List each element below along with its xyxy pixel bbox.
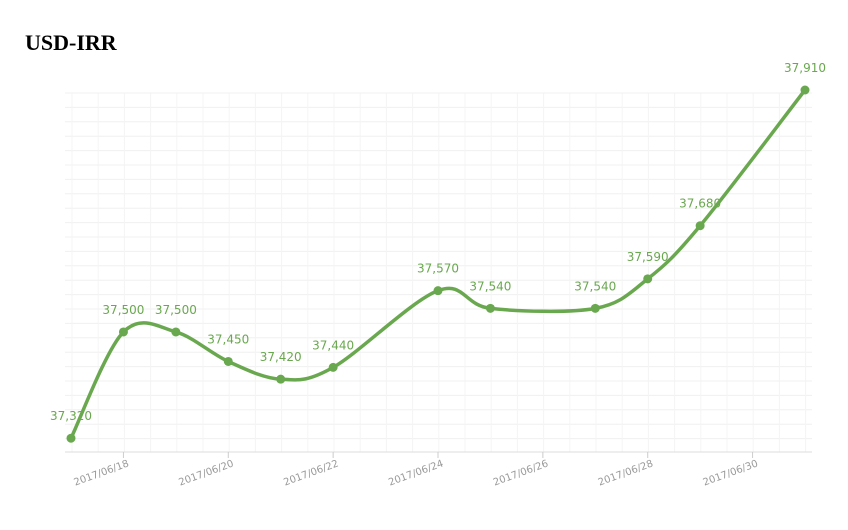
grid bbox=[65, 92, 812, 452]
point bbox=[485, 303, 495, 313]
value-label: 37,450 bbox=[207, 332, 249, 346]
x-tick-label: 2017/06/28 bbox=[597, 458, 655, 488]
point bbox=[66, 433, 76, 443]
point bbox=[643, 274, 653, 284]
value-label: 37,540 bbox=[469, 279, 511, 293]
point bbox=[590, 303, 600, 313]
point bbox=[276, 374, 286, 384]
point bbox=[695, 221, 705, 231]
point bbox=[118, 327, 128, 337]
value-label: 37,540 bbox=[574, 279, 616, 293]
line bbox=[69, 88, 807, 439]
value-label: 37,500 bbox=[155, 303, 197, 317]
value-label: 37,570 bbox=[417, 262, 459, 276]
value-label: 37,590 bbox=[627, 250, 669, 264]
x-tick-label: 2017/06/30 bbox=[702, 458, 760, 488]
value-label: 37,500 bbox=[102, 303, 144, 317]
x-tick-label: 2017/06/18 bbox=[73, 458, 131, 488]
value-label: 37,420 bbox=[260, 350, 302, 364]
point bbox=[171, 327, 181, 337]
point bbox=[328, 362, 338, 372]
value-label: 37,320 bbox=[50, 409, 92, 423]
x-tick-label: 2017/06/26 bbox=[492, 458, 550, 488]
chart-title: USD-IRR bbox=[25, 30, 118, 55]
point bbox=[223, 356, 233, 366]
point bbox=[433, 286, 443, 296]
value-label: 37,910 bbox=[784, 61, 826, 75]
x-tick-label: 2017/06/22 bbox=[282, 458, 340, 488]
value-label: 37,440 bbox=[312, 338, 354, 352]
point bbox=[800, 85, 810, 95]
value-label: 37,680 bbox=[679, 197, 721, 211]
x-tick-label: 2017/06/24 bbox=[387, 458, 445, 488]
x-tick-label: 2017/06/20 bbox=[177, 458, 235, 488]
